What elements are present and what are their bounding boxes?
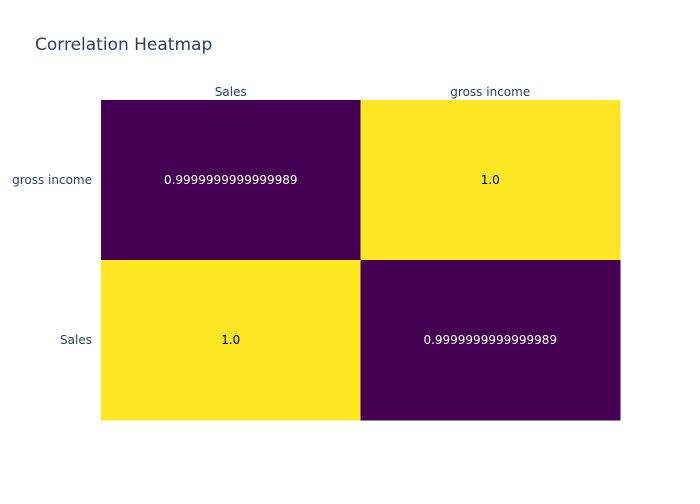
heatmap-cell-label: 1.0 [221, 333, 240, 347]
chart-title: Correlation Heatmap [35, 35, 212, 55]
heatmap-cell-labels: 0.9999999999999989 1.0 1.0 0.99999999999999… [164, 173, 557, 347]
heatmap-cell-label: 0.9999999999999989 [164, 173, 298, 187]
heatmap-cell [101, 260, 361, 421]
x-tick-label: Sales [215, 85, 247, 99]
y-axis-ticks: gross income Sales [12, 173, 92, 347]
x-axis-ticks: Sales gross income [215, 85, 530, 99]
heatmap-cells [101, 100, 621, 421]
y-tick-label: gross income [12, 173, 92, 187]
heatmap-cell [360, 260, 621, 421]
x-tick-label: gross income [450, 85, 530, 99]
y-tick-label: Sales [60, 333, 92, 347]
heatmap-cell-label: 0.9999999999999989 [423, 333, 557, 347]
heatmap-cell-label: 1.0 [481, 173, 500, 187]
heatmap-cell [101, 100, 361, 261]
heatmap-cell [360, 100, 621, 261]
